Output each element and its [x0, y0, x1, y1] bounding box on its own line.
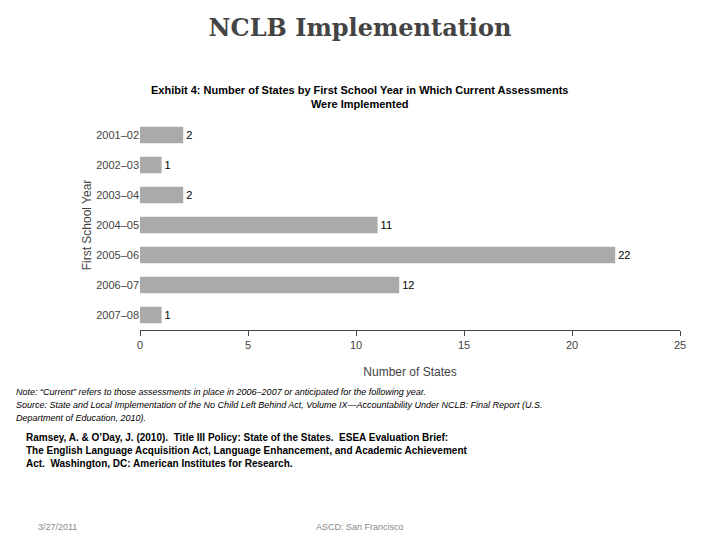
svg-text:22: 22: [618, 249, 630, 261]
svg-text:Ramsey, A. & O’Day, J. (2010).: Ramsey, A. & O’Day, J. (2010). Title III…: [26, 432, 467, 469]
svg-text:11: 11: [381, 219, 392, 231]
svg-text:ASCD: San Francisco: ASCD: San Francisco: [316, 522, 404, 532]
svg-text:Note: “Current” refers to thos: Note: “Current” refers to those assessme…: [16, 387, 426, 397]
svg-text:2007–08: 2007–08: [96, 309, 139, 321]
svg-text:25: 25: [674, 339, 686, 351]
svg-text:2006–07: 2006–07: [96, 279, 139, 291]
svg-text:Department of Education, 2010): Department of Education, 2010).: [16, 413, 146, 423]
svg-text:2005–06: 2005–06: [96, 249, 139, 261]
svg-text:20: 20: [566, 339, 578, 351]
svg-text:Source: State and Local Implem: Source: State and Local Implementation o…: [16, 400, 543, 410]
svg-text:3/27/2011: 3/27/2011: [38, 522, 77, 532]
svg-text:2004–05: 2004–05: [96, 219, 139, 231]
svg-text:12: 12: [402, 279, 414, 291]
svg-text:Number of States: Number of States: [363, 365, 456, 379]
svg-text:1: 1: [165, 309, 171, 321]
svg-text:2003–04: 2003–04: [96, 189, 139, 201]
svg-text:Exhibit 4: Number of States by: Exhibit 4: Number of States by First Sch…: [151, 84, 569, 110]
svg-text:First School Year: First School Year: [80, 180, 94, 271]
svg-text:2001–02: 2001–02: [96, 129, 139, 141]
svg-text:15: 15: [458, 339, 470, 351]
svg-text:2: 2: [186, 129, 192, 141]
svg-text:10: 10: [350, 339, 362, 351]
svg-text:2: 2: [186, 189, 192, 201]
svg-text:1: 1: [165, 159, 171, 171]
svg-text:0: 0: [137, 339, 143, 351]
svg-text:2002–03: 2002–03: [96, 159, 139, 171]
svg-text:NCLB Implementation: NCLB Implementation: [209, 13, 512, 42]
svg-text:5: 5: [245, 339, 251, 351]
